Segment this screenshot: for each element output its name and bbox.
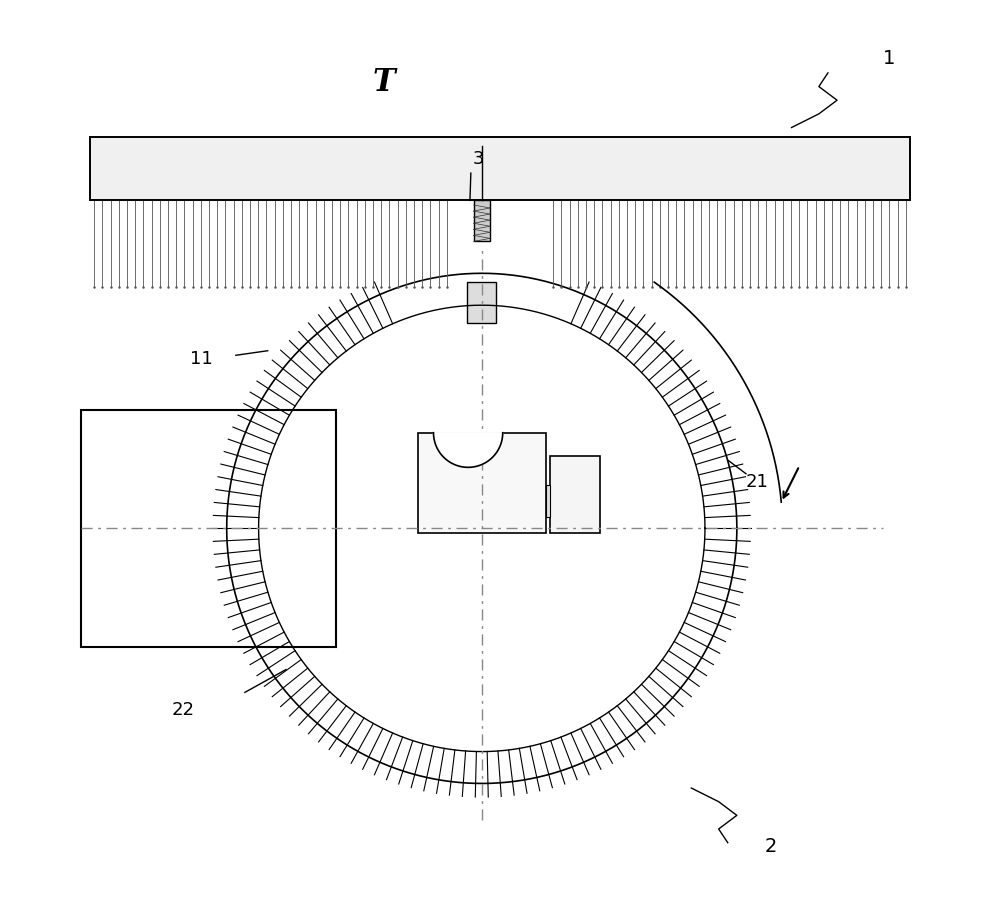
FancyBboxPatch shape (90, 137, 910, 200)
Text: 2: 2 (764, 837, 777, 855)
FancyBboxPatch shape (546, 486, 550, 517)
FancyBboxPatch shape (418, 433, 546, 533)
FancyBboxPatch shape (81, 410, 336, 647)
FancyBboxPatch shape (467, 282, 496, 323)
FancyBboxPatch shape (550, 456, 600, 533)
Text: 21: 21 (746, 474, 769, 491)
Text: 1: 1 (883, 49, 895, 67)
Text: 3: 3 (473, 150, 484, 168)
Polygon shape (433, 433, 503, 467)
Text: T: T (372, 67, 395, 98)
Text: 22: 22 (172, 701, 195, 719)
FancyBboxPatch shape (474, 200, 490, 241)
Text: 11: 11 (190, 351, 213, 368)
